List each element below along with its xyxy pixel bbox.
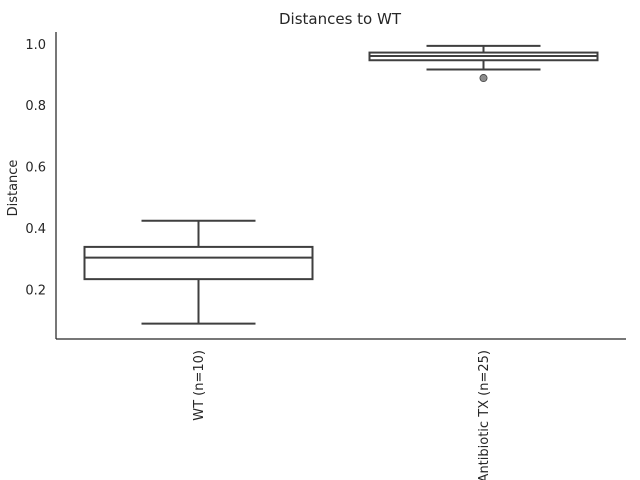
outlier-point bbox=[479, 74, 488, 83]
y-tick-label: 0.8 bbox=[25, 99, 46, 114]
y-tick-label: 1.0 bbox=[25, 38, 46, 53]
x-ticks: WT (n=10) Antibiotic TX (n=25) bbox=[192, 350, 492, 480]
box-iqr bbox=[83, 245, 314, 281]
x-tick-label: WT (n=10) bbox=[192, 350, 207, 421]
x-tick-label: Antibiotic TX (n=25) bbox=[477, 350, 492, 480]
box-group bbox=[368, 44, 599, 83]
y-axis-label: Distance bbox=[6, 160, 21, 217]
y-tick-label: 0.4 bbox=[25, 222, 46, 237]
box-group bbox=[83, 219, 314, 325]
chart-title: Distances to WT bbox=[279, 10, 402, 28]
y-tick-label: 0.6 bbox=[25, 161, 46, 176]
y-tick-label: 0.2 bbox=[25, 283, 46, 298]
box-series bbox=[83, 44, 599, 325]
y-ticks: 0.2 0.4 0.6 0.8 1.0 bbox=[25, 38, 46, 299]
